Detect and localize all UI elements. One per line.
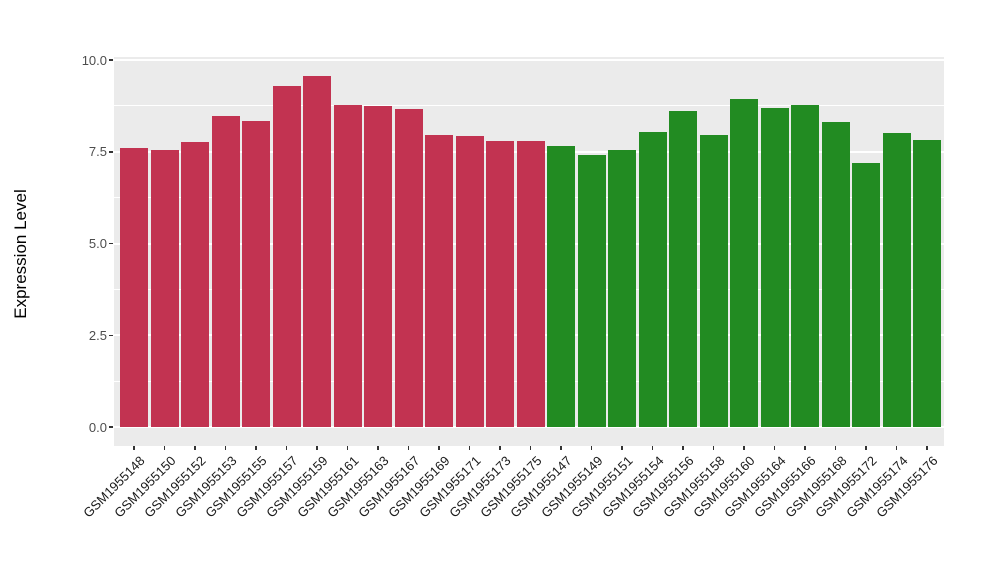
x-tick-mark [255,446,257,450]
x-tick-mark [133,446,135,450]
bar-GSM1955173 [486,141,514,427]
x-tick-mark [194,446,196,450]
major-gridline [114,59,944,61]
y-tick-label: 10.0 [81,52,107,68]
x-tick-mark [590,446,593,450]
bar-GSM1955147 [547,146,575,427]
y-tick-mark [109,334,113,336]
x-tick-mark [560,446,562,450]
bar-GSM1955157 [272,86,301,427]
x-tick-mark [926,446,928,450]
x-tick-mark [224,446,227,450]
x-tick-mark [651,446,654,450]
major-gridline [114,426,944,428]
x-tick-mark [499,446,501,450]
bar-GSM1955160 [730,99,758,427]
bar-GSM1955161 [333,105,362,427]
bar-GSM1955155 [242,120,270,427]
x-tick-mark [438,446,440,450]
bar-GSM1955159 [303,75,331,427]
x-tick-mark [468,446,471,450]
bar-GSM1955153 [211,116,240,427]
bar-GSM1955150 [150,150,179,427]
minor-gridline [114,105,944,107]
x-tick-mark [285,446,288,450]
x-tick-mark [377,446,379,450]
y-tick-mark [109,242,113,245]
x-tick-mark [682,446,684,450]
bar-GSM1955174 [882,133,911,427]
y-tick-label: 0.0 [88,419,107,435]
y-tick-label: 5.0 [88,236,107,251]
bar-GSM1955156 [669,110,697,427]
bar-GSM1955176 [913,140,941,427]
bar-GSM1955164 [760,107,789,427]
bar-GSM1955167 [394,109,423,427]
bar-GSM1955149 [577,154,606,427]
x-tick-mark [834,446,837,450]
x-tick-mark [773,446,776,450]
x-tick-mark [865,446,867,450]
bar-GSM1955148 [120,148,148,427]
y-tick-label: 2.5 [88,327,107,343]
y-tick-label: 7.5 [88,144,107,160]
x-tick-mark [804,446,806,450]
bar-GSM1955171 [455,136,484,427]
bar-GSM1955151 [608,150,636,427]
x-tick-mark [163,446,166,450]
x-tick-mark [621,446,623,450]
x-tick-mark [316,446,318,450]
y-tick-mark [109,426,113,428]
bar-GSM1955175 [516,141,545,427]
plot-panel [114,57,944,446]
x-tick-mark [346,446,349,450]
bar-GSM1955166 [791,105,819,427]
y-tick-mark [109,151,113,153]
x-tick-mark [743,446,745,450]
bar-GSM1955154 [638,131,667,427]
x-tick-mark [895,446,898,450]
x-tick-mark [712,446,715,450]
y-tick-mark [109,59,113,61]
bar-GSM1955152 [181,142,209,427]
bar-GSM1955169 [425,135,453,427]
x-tick-mark [407,446,410,450]
bar-GSM1955158 [699,134,728,427]
bar-GSM1955168 [821,122,850,427]
bar-GSM1955172 [852,162,880,427]
y-axis-title: Expression Level [11,189,30,319]
x-tick-mark [529,446,532,450]
bar-GSM1955163 [364,106,392,427]
